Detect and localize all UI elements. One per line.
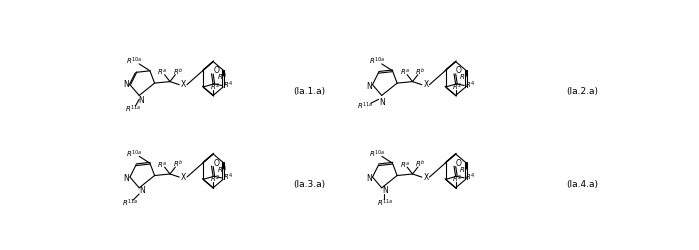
Text: $R^{11a}$: $R^{11a}$	[125, 104, 141, 115]
Text: X: X	[181, 172, 187, 182]
Text: $R^3$: $R^3$	[459, 164, 469, 176]
Text: $R^a$: $R^a$	[157, 67, 167, 77]
Text: $R^2$: $R^2$	[210, 174, 219, 185]
Text: $R^3$: $R^3$	[459, 72, 469, 84]
Text: $R^3$: $R^3$	[217, 164, 226, 176]
Text: $R^{10a}$: $R^{10a}$	[369, 148, 385, 160]
Text: $R^{11a}$: $R^{11a}$	[356, 100, 373, 112]
Text: $R^{10a}$: $R^{10a}$	[369, 56, 385, 67]
Text: (Ia.4.a): (Ia.4.a)	[566, 180, 598, 188]
Text: $R^{10a}$: $R^{10a}$	[127, 56, 143, 67]
Text: $R^2$: $R^2$	[210, 81, 219, 93]
Text: N: N	[123, 80, 129, 89]
Text: N: N	[138, 96, 145, 105]
Text: O: O	[456, 159, 461, 168]
Text: N: N	[139, 186, 145, 195]
Text: $R^{11a}$: $R^{11a}$	[377, 198, 393, 209]
Text: $R^3$: $R^3$	[217, 72, 226, 84]
Text: (Ia.2.a): (Ia.2.a)	[566, 87, 598, 96]
Text: N: N	[366, 174, 371, 183]
Text: O: O	[456, 66, 461, 75]
Text: $R^b$: $R^b$	[173, 67, 182, 78]
Text: $R^{10a}$: $R^{10a}$	[127, 148, 143, 160]
Text: $R^a$: $R^a$	[400, 160, 410, 170]
Text: $R^4$: $R^4$	[223, 80, 233, 91]
Text: $R^4$: $R^4$	[223, 172, 233, 184]
Text: X: X	[424, 80, 429, 89]
Text: $R^b$: $R^b$	[173, 159, 182, 170]
Text: $R^4$: $R^4$	[466, 172, 475, 184]
Text: $R^a$: $R^a$	[400, 67, 410, 77]
Text: O: O	[213, 66, 219, 75]
Text: $R^{11a}$: $R^{11a}$	[122, 198, 138, 209]
Text: X: X	[181, 80, 187, 89]
Text: O: O	[213, 159, 219, 168]
Text: $R^2$: $R^2$	[452, 81, 462, 93]
Text: X: X	[424, 172, 429, 182]
Text: (Ia.1.a): (Ia.1.a)	[294, 87, 326, 96]
Text: (Ia.3.a): (Ia.3.a)	[294, 180, 326, 188]
Text: $R^b$: $R^b$	[415, 67, 425, 78]
Text: $R^4$: $R^4$	[466, 80, 475, 91]
Text: $R^b$: $R^b$	[415, 159, 425, 170]
Text: N: N	[366, 82, 371, 91]
Text: N: N	[123, 174, 129, 183]
Text: $R^2$: $R^2$	[452, 174, 462, 185]
Text: $R^a$: $R^a$	[157, 160, 167, 170]
Text: N: N	[382, 186, 388, 195]
Text: N: N	[380, 98, 385, 107]
